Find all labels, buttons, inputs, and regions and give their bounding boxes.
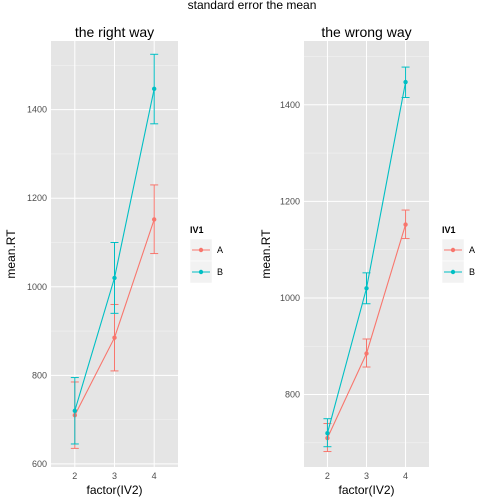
panel-title: the wrong way — [321, 24, 411, 40]
data-point-A — [403, 222, 408, 227]
data-point-B — [325, 430, 330, 436]
y-tick-label: 1400 — [27, 105, 47, 115]
y-tick-label: 1400 — [280, 100, 300, 110]
data-point-A — [112, 335, 117, 340]
data-point-B — [72, 408, 78, 413]
legend-label: A — [217, 245, 223, 255]
legend-label: B — [217, 267, 223, 277]
figure-title: standard error the mean — [188, 0, 317, 12]
legend: IV1 A B — [441, 225, 475, 284]
y-tick-label: 600 — [32, 459, 47, 469]
y-tick-label: 1200 — [280, 196, 300, 206]
legend-key-point — [198, 269, 204, 275]
x-axis-title: factor(IV2) — [338, 483, 394, 497]
x-axis-title: factor(IV2) — [86, 483, 142, 497]
legend-key-point — [450, 269, 456, 275]
y-tick-label: 1000 — [280, 293, 300, 303]
x-tick-label: 3 — [364, 471, 369, 481]
legend-key-point — [450, 247, 456, 253]
x-tick-label: 2 — [325, 471, 330, 481]
legend-label: A — [469, 245, 475, 255]
legend: IV1 A B — [189, 225, 223, 284]
x-tick-label: 4 — [403, 471, 408, 481]
chart-wrong-way: 800 1000 1200 1400 2 3 4 the wrong way factor(IV… — [259, 24, 475, 497]
x-tick-label: 3 — [112, 471, 117, 481]
legend-label: B — [469, 267, 475, 277]
y-tick-label: 1000 — [27, 282, 47, 292]
data-point-B — [364, 286, 369, 291]
y-tick-label: 800 — [285, 390, 300, 400]
data-point-A — [151, 217, 157, 222]
data-point-A — [364, 351, 369, 356]
y-tick-label: 800 — [32, 370, 47, 380]
data-point-B — [403, 79, 408, 85]
legend-key-point — [198, 247, 204, 253]
y-tick-label: 1200 — [27, 193, 47, 203]
y-axis-title: mean.RT — [259, 229, 273, 279]
panel-title: the right way — [75, 24, 154, 40]
y-axis-title: mean.RT — [4, 229, 18, 279]
x-tick-label: 4 — [152, 471, 157, 481]
legend-title: IV1 — [442, 225, 456, 235]
legend-title: IV1 — [190, 225, 204, 235]
data-point-B — [151, 86, 157, 92]
x-tick-label: 2 — [72, 471, 77, 481]
data-point-B — [112, 275, 117, 281]
chart-right-way: 600 800 1000 1200 1400 2 3 4 the right way factor… — [4, 24, 223, 497]
